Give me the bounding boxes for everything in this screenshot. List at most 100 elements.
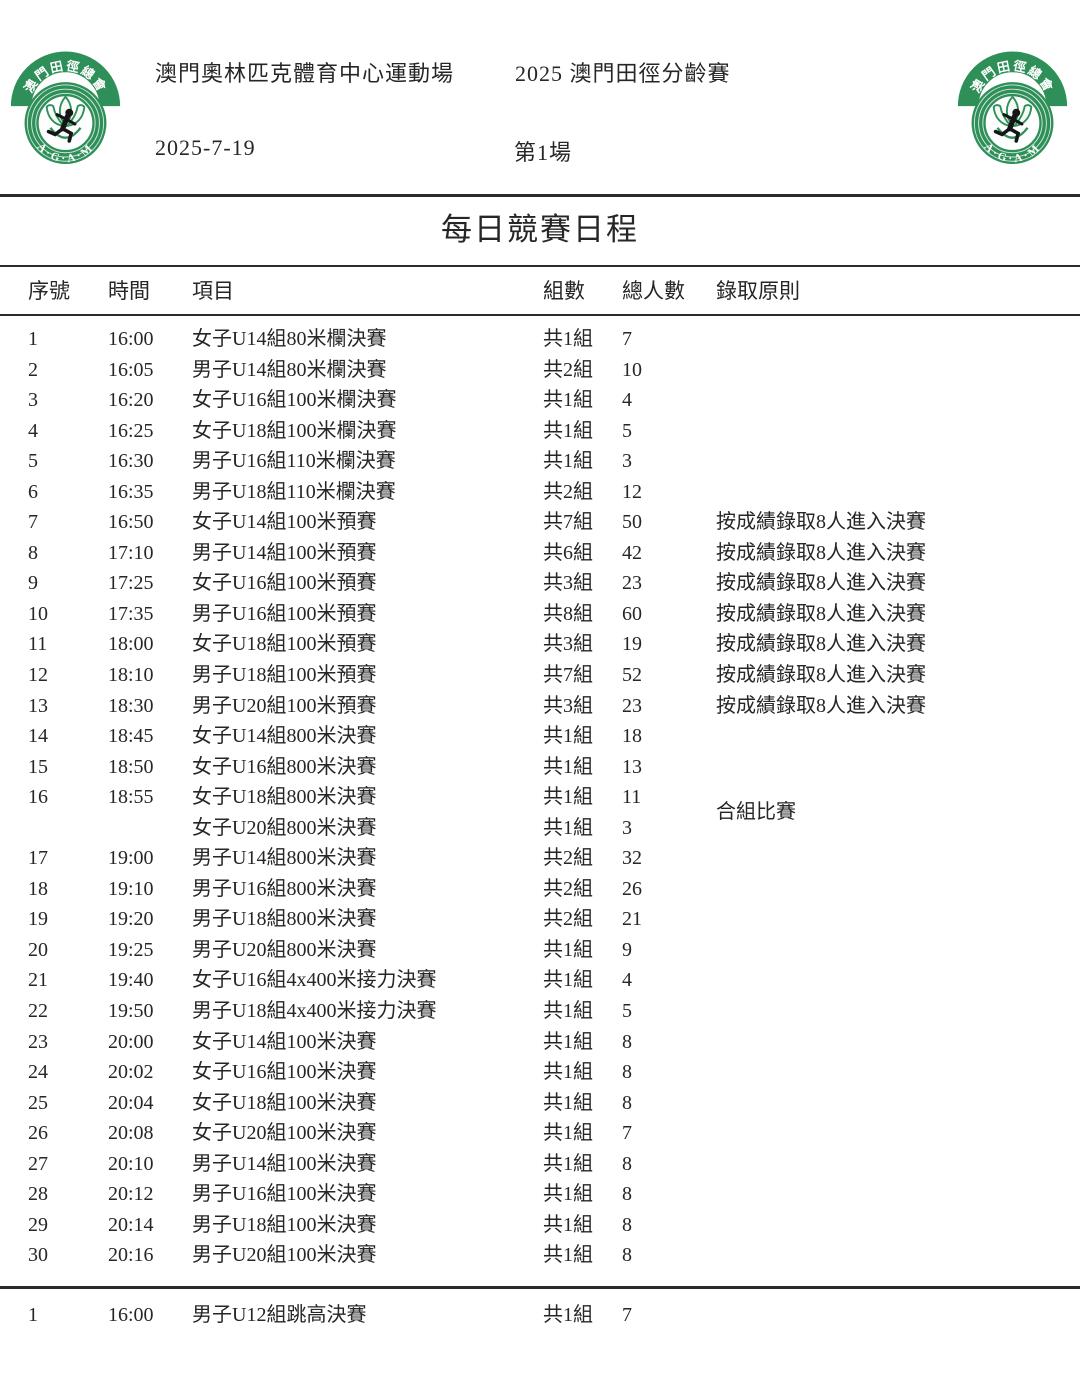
table-row: 4 16:25 女子U18組100米欄決賽 共1組 5	[0, 416, 1080, 447]
cell-groups: 共3組	[543, 633, 593, 656]
cell-groups: 共2組	[543, 877, 593, 900]
cell-event: 女子U18組100米預賽	[192, 633, 377, 656]
cell-total: 21	[622, 908, 642, 931]
cell-event: 女子U14組800米決賽	[192, 725, 377, 748]
cell-event: 男子U14組80米欄決賽	[192, 358, 387, 381]
cell-time: 18:10	[108, 664, 154, 687]
cell-total: 19	[622, 633, 642, 656]
cell-time: 16:25	[108, 419, 154, 442]
table-row: 22 19:50 男子U18組4x400米接力決賽 共1組 5	[0, 996, 1080, 1027]
cell-rule: 按成績錄取8人進入決賽	[716, 602, 926, 625]
cell-no: 8	[28, 541, 38, 564]
cell-no: 1	[28, 1304, 38, 1326]
cell-time: 17:10	[108, 541, 154, 564]
cell-event: 女子U14組100米預賽	[192, 511, 377, 534]
cell-total: 3	[622, 450, 632, 473]
cell-total: 50	[622, 511, 642, 534]
cell-event: 男子U16組100米預賽	[192, 602, 377, 625]
cell-groups: 共7組	[543, 664, 593, 687]
cell-event: 男子U20組800米決賽	[192, 938, 377, 961]
cell-no: 13	[28, 694, 48, 717]
cell-total: 4	[622, 969, 632, 992]
cell-groups: 共2組	[543, 908, 593, 931]
cell-groups: 共3組	[543, 694, 593, 717]
table-row: 24 20:02 女子U16組100米決賽 共1組 8	[0, 1057, 1080, 1088]
cell-event: 男子U12組跳高決賽	[192, 1304, 367, 1326]
cell-total: 9	[622, 938, 632, 961]
cell-groups: 共6組	[543, 541, 593, 564]
cell-total: 5	[622, 419, 632, 442]
cell-event: 女子U16組4x400米接力決賽	[192, 969, 437, 992]
page-title: 每日競賽日程	[441, 212, 639, 247]
cell-time: 20:04	[108, 1091, 154, 1114]
cell-total: 32	[622, 847, 642, 870]
cell-total: 8	[622, 1152, 632, 1175]
cell-total: 8	[622, 1183, 632, 1206]
cell-time: 20:14	[108, 1213, 154, 1236]
cell-event: 男子U18組4x400米接力決賽	[192, 1000, 437, 1023]
cell-no: 4	[28, 419, 38, 442]
table-row: 7 16:50 女子U14組100米預賽 共7組 50 按成績錄取8人進入決賽	[0, 507, 1080, 538]
cell-groups: 共1組	[543, 419, 593, 442]
cell-total: 7	[622, 328, 632, 350]
cell-time: 16:50	[108, 511, 154, 534]
cell-event: 女子U14組80米欄決賽	[192, 328, 387, 350]
cell-groups: 共1組	[543, 1030, 593, 1053]
column-header-total: 總人數	[622, 279, 685, 303]
table-body-field-events: 1 16:00 男子U12組跳高決賽 共1組 7	[0, 1300, 1080, 1331]
cell-event: 男子U14組100米預賽	[192, 541, 377, 564]
cell-no: 7	[28, 511, 38, 534]
table-row: 1 16:00 女子U14組80米欄決賽 共1組 7	[0, 324, 1080, 355]
cell-groups: 共1組	[543, 969, 593, 992]
cell-groups: 共1組	[543, 389, 593, 412]
cell-no: 2	[28, 358, 38, 381]
table-row: 18 19:10 男子U16組800米決賽 共2組 26	[0, 874, 1080, 905]
cell-time: 20:02	[108, 1061, 154, 1084]
column-header-rule: 錄取原則	[716, 279, 800, 303]
table-row: 12 18:10 男子U18組100米預賽 共7組 52 按成績錄取8人進入決賽	[0, 660, 1080, 691]
cell-groups: 共2組	[543, 847, 593, 870]
cell-time: 16:05	[108, 358, 154, 381]
cell-no: 16	[28, 786, 48, 809]
table-row: 25 20:04 女子U18組100米決賽 共1組 8	[0, 1088, 1080, 1119]
cell-no: 12	[28, 664, 48, 687]
cell-no: 24	[28, 1061, 48, 1084]
cell-time: 16:00	[108, 1304, 154, 1326]
cell-event: 男子U14組100米決賽	[192, 1152, 377, 1175]
cell-groups: 共1組	[543, 816, 593, 839]
table-row: 30 20:16 男子U20組100米決賽 共1組 8	[0, 1240, 1080, 1271]
cell-event: 男子U18組100米預賽	[192, 664, 377, 687]
cell-time: 18:00	[108, 633, 154, 656]
cell-groups: 共2組	[543, 480, 593, 503]
column-header-no: 序號	[28, 279, 70, 303]
cell-event: 男子U20組100米決賽	[192, 1244, 377, 1267]
logo-banner	[10, 51, 121, 107]
cell-groups: 共1組	[543, 328, 593, 350]
cell-time: 18:30	[108, 694, 154, 717]
table-row: 9 17:25 女子U16組100米預賽 共3組 23 按成績錄取8人進入決賽	[0, 568, 1080, 599]
agam-logo-left: 澳門田徑總會 A·G·A·M	[10, 51, 121, 165]
table-row: 15 18:50 女子U16組800米決賽 共1組 13	[0, 752, 1080, 783]
cell-no: 26	[28, 1122, 48, 1145]
cell-no: 29	[28, 1213, 48, 1236]
cell-time: 19:20	[108, 908, 154, 931]
cell-no: 6	[28, 480, 38, 503]
cell-time: 20:08	[108, 1122, 154, 1145]
cell-event: 男子U16組110米欄決賽	[192, 450, 396, 473]
table-body-track-events: 1 16:00 女子U14組80米欄決賽 共1組 7 2 16:05 男子U14組80米欄決賽…	[0, 324, 1080, 1271]
cell-no: 23	[28, 1030, 48, 1053]
cell-rule: 按成績錄取8人進入決賽	[716, 572, 926, 595]
venue-name: 澳門奧林匹克體育中心運動場	[155, 61, 455, 86]
column-header-time: 時間	[108, 279, 150, 303]
cell-groups: 共7組	[543, 511, 593, 534]
cell-no: 25	[28, 1091, 48, 1114]
cell-total: 52	[622, 664, 642, 687]
cell-time: 20:12	[108, 1183, 154, 1206]
cell-no: 28	[28, 1183, 48, 1206]
cell-time: 16:00	[108, 328, 154, 350]
cell-no: 9	[28, 572, 38, 595]
table-row: 17 19:00 男子U14組800米決賽 共2組 32	[0, 843, 1080, 874]
cell-groups: 共1組	[543, 1213, 593, 1236]
cell-time: 19:00	[108, 847, 154, 870]
